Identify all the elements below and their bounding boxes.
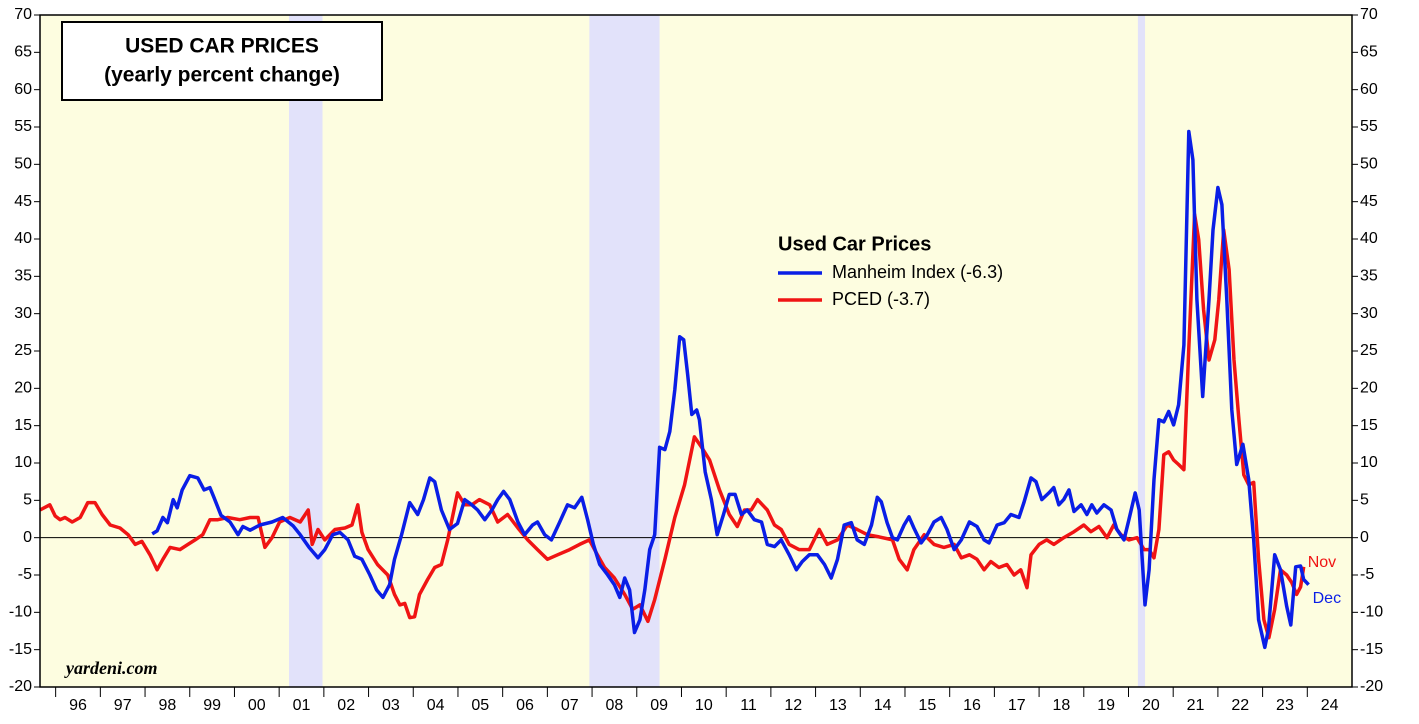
y2-tick-label: 30 xyxy=(1360,305,1378,322)
chart-title: (yearly percent change) xyxy=(104,64,340,87)
series-line xyxy=(151,129,1310,650)
y-tick-label: 60 xyxy=(14,81,32,98)
x-tick-label: 98 xyxy=(159,697,177,714)
legend-label: PCED (-3.7) xyxy=(832,289,930,309)
x-tick-label: 03 xyxy=(382,697,400,714)
x-tick-label: 22 xyxy=(1231,697,1249,714)
x-tick-label: 07 xyxy=(561,697,579,714)
x-tick-label: 05 xyxy=(471,697,489,714)
title-box xyxy=(61,21,383,101)
y2-tick-label: 5 xyxy=(1360,492,1369,509)
x-tick-label: 11 xyxy=(740,697,757,714)
series-line xyxy=(39,212,1306,640)
y-tick-label: -5 xyxy=(18,566,32,583)
x-tick-label: 20 xyxy=(1142,697,1160,714)
chart-title: USED CAR PRICES xyxy=(125,35,319,58)
y2-tick-label: 70 xyxy=(1360,6,1378,23)
x-tick-label: 15 xyxy=(918,697,936,714)
y2-tick-label: 35 xyxy=(1360,268,1378,285)
x-tick-label: 19 xyxy=(1097,697,1115,714)
x-tick-label: 13 xyxy=(829,697,847,714)
plot-background xyxy=(40,15,1352,687)
recession-band xyxy=(288,15,323,687)
x-tick-label: 96 xyxy=(69,697,87,714)
y-tick-label: 55 xyxy=(14,118,32,135)
y2-tick-label: 55 xyxy=(1360,118,1378,135)
y-tick-label: 10 xyxy=(14,454,32,471)
y-tick-label: -15 xyxy=(9,641,32,658)
x-tick-label: 21 xyxy=(1187,697,1205,714)
y2-tick-label: 0 xyxy=(1360,529,1369,546)
y2-tick-label: -20 xyxy=(1360,678,1383,695)
y-tick-label: 15 xyxy=(14,417,32,434)
y-tick-label: 35 xyxy=(14,268,32,285)
y-tick-label: -10 xyxy=(9,604,32,621)
y2-tick-label: 10 xyxy=(1360,454,1378,471)
y-tick-label: 25 xyxy=(14,342,32,359)
y-tick-label: 70 xyxy=(14,6,32,23)
x-tick-label: 99 xyxy=(203,697,221,714)
x-tick-label: 97 xyxy=(114,697,132,714)
legend-label: Manheim Index (-6.3) xyxy=(832,262,1003,282)
y2-tick-label: 40 xyxy=(1360,230,1378,247)
y2-tick-label: -10 xyxy=(1360,604,1383,621)
recession-band xyxy=(589,15,660,687)
y2-tick-label: 15 xyxy=(1360,417,1378,434)
x-tick-label: 02 xyxy=(337,697,355,714)
y2-tick-label: 20 xyxy=(1360,380,1378,397)
x-tick-label: 09 xyxy=(650,697,668,714)
y-tick-label: 45 xyxy=(14,193,32,210)
y-tick-label: -20 xyxy=(9,678,32,695)
x-tick-label: 00 xyxy=(248,697,266,714)
y-tick-label: 5 xyxy=(23,492,32,509)
y2-tick-label: 25 xyxy=(1360,342,1378,359)
x-tick-label: 23 xyxy=(1276,697,1294,714)
y-tick-label: 0 xyxy=(23,529,32,546)
y2-tick-label: -15 xyxy=(1360,641,1383,658)
x-tick-label: 12 xyxy=(784,697,802,714)
x-tick-label: 18 xyxy=(1053,697,1071,714)
x-tick-label: 24 xyxy=(1321,697,1339,714)
y2-tick-label: -5 xyxy=(1360,566,1374,583)
x-tick-label: 17 xyxy=(1008,697,1026,714)
y2-tick-label: 60 xyxy=(1360,81,1378,98)
y-tick-label: 50 xyxy=(14,156,32,173)
end-label: Dec xyxy=(1313,590,1341,607)
y-tick-label: 65 xyxy=(14,44,32,61)
x-tick-label: 08 xyxy=(606,697,624,714)
y2-tick-label: 65 xyxy=(1360,44,1378,61)
recession-band xyxy=(1137,15,1146,687)
y2-tick-label: 45 xyxy=(1360,193,1378,210)
x-tick-label: 04 xyxy=(427,697,445,714)
end-label: Nov xyxy=(1308,554,1336,571)
plot-frame xyxy=(39,14,1353,688)
source: yardeni.com xyxy=(64,658,158,678)
y-tick-label: 40 xyxy=(14,230,32,247)
y-tick-label: 20 xyxy=(14,380,32,397)
y-tick-label: 30 xyxy=(14,305,32,322)
x-tick-label: 10 xyxy=(695,697,713,714)
x-tick-label: 14 xyxy=(874,697,892,714)
legend-title: Used Car Prices xyxy=(778,233,931,255)
y2-tick-label: 50 xyxy=(1360,156,1378,173)
x-tick-label: 06 xyxy=(516,697,534,714)
x-tick-label: 01 xyxy=(293,697,311,714)
x-tick-label: 16 xyxy=(963,697,981,714)
